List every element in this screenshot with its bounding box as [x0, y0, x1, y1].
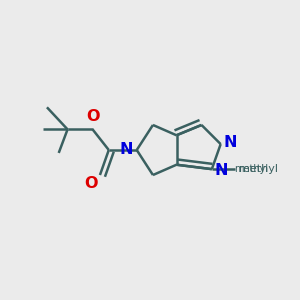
- Text: O: O: [86, 109, 99, 124]
- Text: methyl: methyl: [234, 164, 268, 174]
- Text: N: N: [224, 135, 237, 150]
- Text: N: N: [214, 163, 228, 178]
- Text: N: N: [120, 142, 133, 158]
- Text: methyl: methyl: [239, 164, 278, 174]
- Text: O: O: [84, 176, 98, 191]
